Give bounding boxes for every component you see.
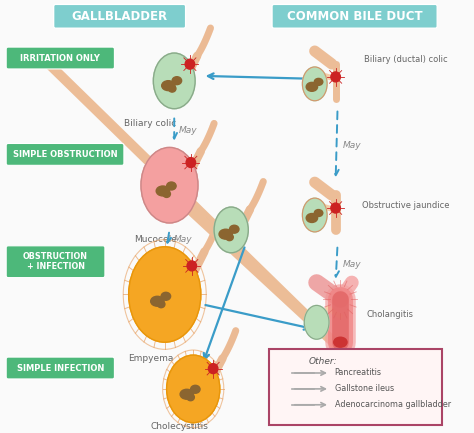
Ellipse shape	[167, 182, 176, 190]
Circle shape	[331, 72, 340, 82]
Text: Biliary (ductal) colic: Biliary (ductal) colic	[364, 55, 448, 64]
Text: GALLBLADDER: GALLBLADDER	[72, 10, 168, 23]
Ellipse shape	[226, 234, 233, 241]
Ellipse shape	[214, 207, 248, 253]
Text: Cholangitis: Cholangitis	[366, 310, 413, 319]
Text: Biliary colic: Biliary colic	[124, 119, 177, 128]
Circle shape	[331, 203, 340, 213]
Ellipse shape	[191, 385, 200, 393]
Ellipse shape	[229, 225, 239, 233]
Text: Gallstone ileus: Gallstone ileus	[335, 385, 394, 394]
Ellipse shape	[153, 53, 195, 109]
Text: OBSTRUCTION
+ INFECTION: OBSTRUCTION + INFECTION	[23, 252, 88, 271]
Text: May: May	[343, 141, 362, 150]
Text: Adenocarcinoma gallbladder: Adenocarcinoma gallbladder	[335, 400, 451, 409]
Text: IRRITATION ONLY: IRRITATION ONLY	[20, 54, 100, 62]
FancyBboxPatch shape	[6, 143, 124, 165]
Text: Mucocele: Mucocele	[134, 235, 177, 244]
Ellipse shape	[314, 210, 323, 216]
Text: May: May	[179, 126, 198, 135]
Ellipse shape	[157, 301, 165, 308]
Ellipse shape	[151, 296, 164, 306]
Ellipse shape	[302, 198, 327, 232]
Circle shape	[209, 364, 218, 374]
Ellipse shape	[162, 81, 175, 90]
Circle shape	[187, 261, 197, 271]
Ellipse shape	[306, 213, 318, 223]
Ellipse shape	[219, 229, 232, 239]
Ellipse shape	[167, 355, 220, 423]
Ellipse shape	[302, 67, 327, 101]
Ellipse shape	[304, 305, 329, 339]
Ellipse shape	[187, 394, 194, 401]
Ellipse shape	[161, 292, 171, 300]
Text: Pancreatitis: Pancreatitis	[335, 368, 382, 378]
FancyBboxPatch shape	[269, 349, 442, 425]
Ellipse shape	[172, 77, 182, 84]
Circle shape	[186, 158, 196, 168]
Text: Obstructive jaundice: Obstructive jaundice	[362, 200, 450, 210]
FancyBboxPatch shape	[54, 4, 186, 28]
Ellipse shape	[306, 82, 318, 91]
Text: May: May	[174, 236, 193, 244]
FancyBboxPatch shape	[6, 246, 105, 278]
Ellipse shape	[156, 186, 170, 196]
Ellipse shape	[180, 389, 193, 399]
Text: COMMON BILE DUCT: COMMON BILE DUCT	[287, 10, 422, 23]
Text: SIMPLE OBSTRUCTION: SIMPLE OBSTRUCTION	[13, 150, 118, 159]
Circle shape	[185, 59, 195, 69]
FancyBboxPatch shape	[6, 47, 114, 69]
FancyBboxPatch shape	[6, 357, 114, 379]
Ellipse shape	[168, 85, 176, 92]
Ellipse shape	[314, 78, 323, 85]
Text: Cholecystitis: Cholecystitis	[150, 422, 208, 430]
Ellipse shape	[141, 148, 198, 223]
Text: Other:: Other:	[309, 356, 337, 365]
Text: May: May	[343, 260, 362, 269]
FancyBboxPatch shape	[272, 4, 437, 28]
Ellipse shape	[163, 191, 171, 197]
Ellipse shape	[334, 337, 347, 347]
Text: Empyema: Empyema	[128, 354, 173, 363]
Ellipse shape	[128, 247, 201, 342]
Text: SIMPLE INFECTION: SIMPLE INFECTION	[17, 364, 104, 372]
